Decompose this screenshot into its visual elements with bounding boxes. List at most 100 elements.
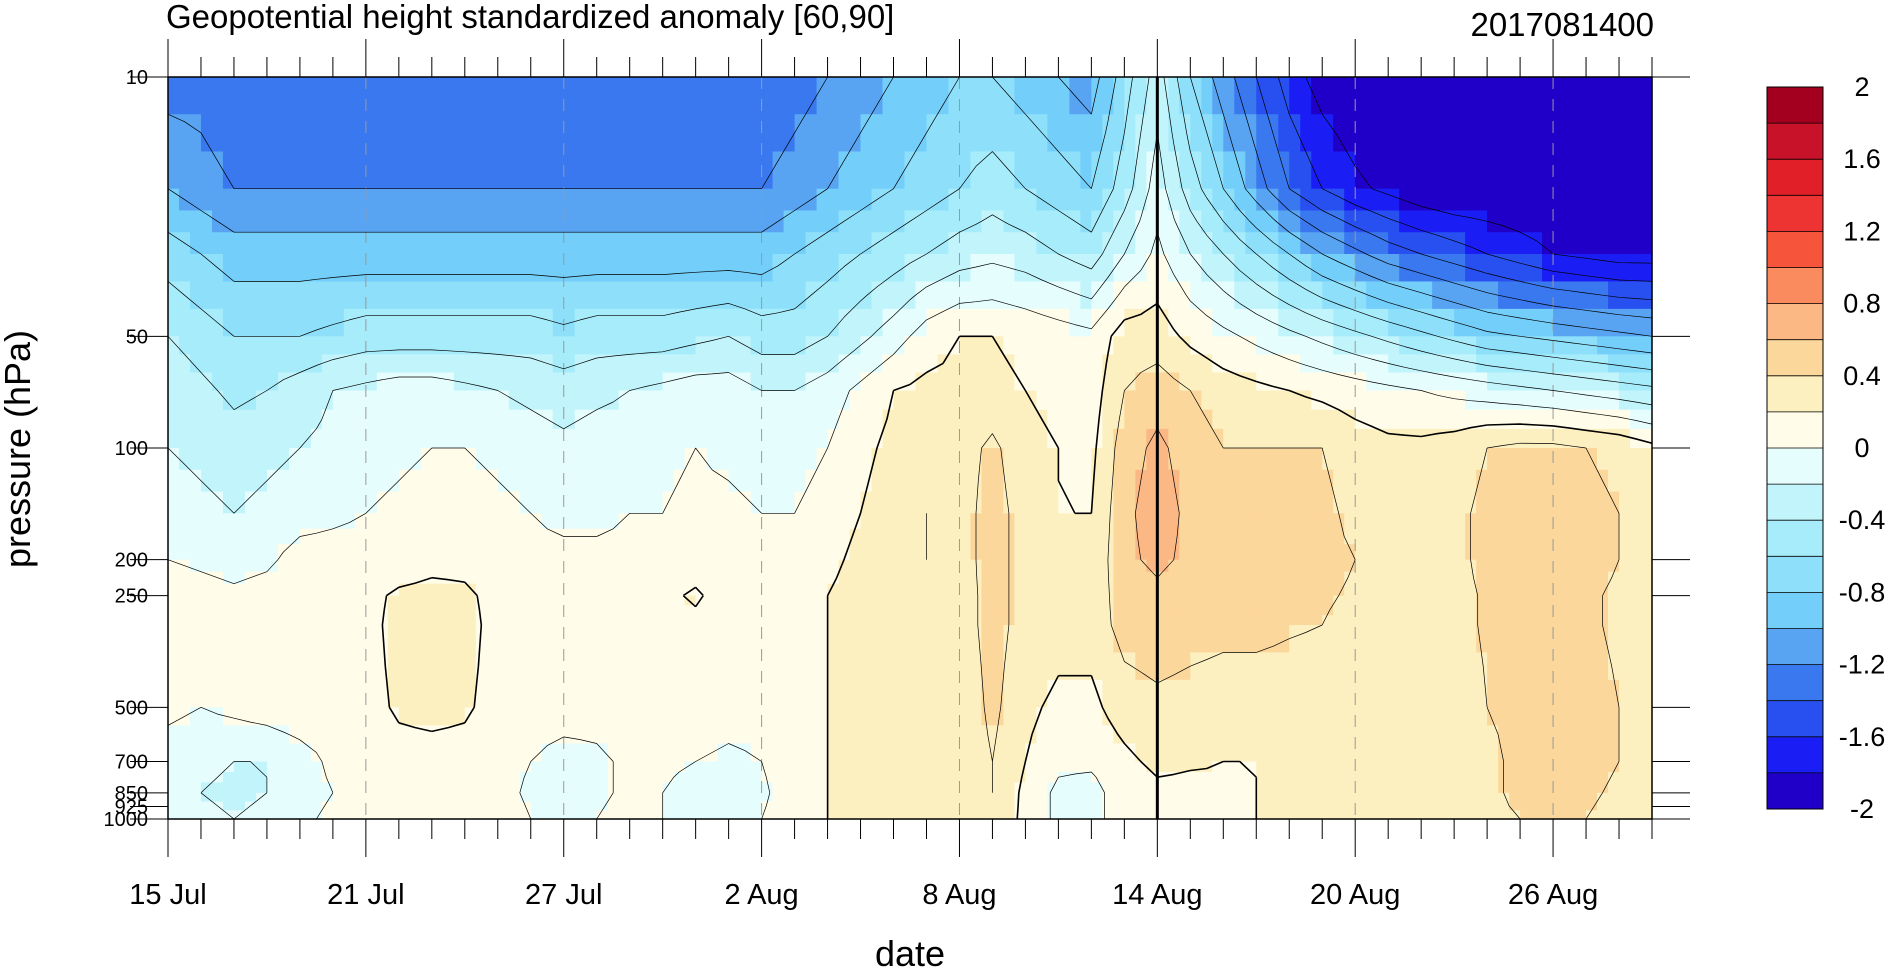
field-cell: [255, 679, 268, 708]
field-cell: [629, 491, 642, 514]
field-cell: [1619, 615, 1631, 626]
field-cell: [1388, 409, 1400, 430]
field-cell: [1388, 583, 1400, 597]
field-cell: [574, 679, 587, 708]
field-cell: [508, 605, 521, 616]
field-cell: [849, 210, 862, 233]
field-cell: [794, 625, 807, 654]
field-cell: [772, 743, 785, 763]
field-cell: [211, 605, 224, 616]
field-cell: [409, 232, 422, 255]
field-cell: [168, 801, 180, 811]
field-cell: [761, 605, 774, 616]
field-cell: [178, 595, 191, 607]
field-cell: [497, 390, 510, 411]
field-cell: [1377, 151, 1389, 190]
field-cell: [629, 615, 642, 626]
field-cell: [486, 210, 499, 233]
field-cell: [1366, 652, 1378, 681]
field-cell: [673, 544, 686, 561]
field-cell: [299, 354, 312, 374]
field-cell: [1124, 559, 1136, 573]
field-cell: [1355, 390, 1367, 411]
field-cell: [222, 491, 235, 514]
field-cell: [475, 428, 488, 449]
field-cell: [640, 652, 653, 681]
field-cell: [992, 513, 1005, 530]
field-cell: [1124, 782, 1136, 794]
field-cell: [310, 336, 323, 355]
field-cell: [739, 615, 752, 626]
field-cell: [1146, 336, 1158, 355]
field-cell: [1080, 615, 1092, 626]
field-cell: [717, 625, 730, 654]
field-cell: [1399, 491, 1411, 514]
field-cell: [761, 354, 774, 374]
field-cell: [244, 372, 257, 392]
field-cell: [1179, 571, 1191, 585]
field-cell: [1168, 448, 1180, 471]
field-cell: [1399, 625, 1411, 654]
field-cell: [1520, 559, 1532, 573]
field-cell: [1091, 254, 1103, 283]
field-cell: [1091, 77, 1103, 115]
field-cell: [849, 491, 862, 514]
field-cell: [1509, 428, 1521, 449]
field-cell: [915, 625, 928, 654]
field-cell: [585, 595, 598, 607]
field-cell: [1146, 743, 1158, 763]
field-cell: [420, 372, 433, 392]
field-cell: [1091, 409, 1103, 430]
field-cell: [1520, 528, 1532, 545]
field-cell: [1300, 77, 1312, 115]
field-cell: [1399, 743, 1411, 763]
field-cell: [420, 513, 433, 530]
field-cell: [508, 559, 521, 573]
field-cell: [893, 707, 906, 726]
field-cell: [200, 801, 213, 811]
field-cell: [1388, 771, 1400, 783]
field-cell: [1025, 188, 1038, 212]
field-cell: [1586, 254, 1598, 283]
field-cell: [1036, 448, 1048, 471]
field-cell: [266, 707, 279, 726]
field-cell: [343, 336, 356, 355]
field-cell: [1608, 254, 1620, 283]
field-cell: [398, 652, 411, 681]
field-cell: [365, 559, 378, 573]
field-cell: [805, 571, 818, 585]
field-cell: [1025, 595, 1038, 607]
field-cell: [178, 615, 191, 626]
field-cell: [981, 583, 994, 597]
field-cell: [1223, 625, 1235, 654]
field-cell: [1531, 528, 1543, 545]
field-cell: [1091, 372, 1103, 392]
field-cell: [915, 513, 928, 530]
field-cell: [838, 210, 851, 233]
field-cell: [1410, 308, 1422, 337]
field-cell: [1597, 151, 1609, 190]
field-cell: [1476, 559, 1488, 573]
field-cell: [1124, 448, 1136, 471]
field-cell: [1135, 114, 1147, 153]
field-cell: [574, 469, 587, 493]
field-cell: [1608, 743, 1620, 763]
field-cell: [1443, 232, 1455, 255]
field-cell: [1168, 77, 1180, 115]
field-cell: [1432, 652, 1444, 681]
field-cell: [640, 188, 653, 212]
field-cell: [1366, 428, 1378, 449]
field-cell: [266, 761, 279, 773]
field-cell: [1641, 782, 1653, 794]
field-cell: [926, 595, 939, 607]
field-cell: [904, 544, 917, 561]
field-cell: [1344, 615, 1356, 626]
field-cell: [1135, 605, 1147, 616]
field-cell: [1168, 372, 1180, 392]
field-cell: [1047, 595, 1059, 607]
field-cell: [1388, 605, 1400, 616]
field-cell: [1025, 409, 1038, 430]
field-cell: [1399, 281, 1411, 310]
field-cell: [222, 409, 235, 430]
field-cell: [1597, 583, 1609, 597]
